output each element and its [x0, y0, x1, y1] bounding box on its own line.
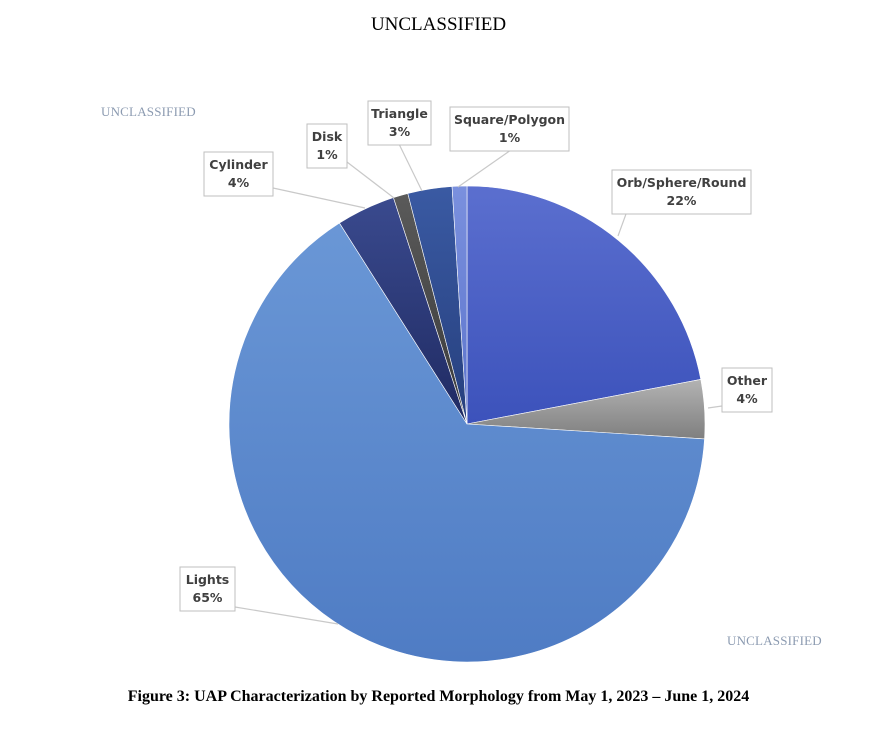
data-label-box-triangle: [367, 100, 432, 146]
data-label-category-cylinder: Cylinder: [209, 157, 268, 172]
data-label-value-triangle: 3%: [389, 124, 411, 139]
data-label-box-lights: [179, 566, 236, 612]
figure-caption: Figure 3: UAP Characterization by Report…: [127, 688, 750, 705]
data-label-value-orb-sphere-round: 22%: [667, 193, 697, 208]
leader-line-other: [707, 405, 723, 409]
data-label-category-square-polygon: Square/Polygon: [454, 112, 565, 127]
leader-line-triangle: [398, 144, 423, 192]
leader-line-lights: [234, 606, 339, 625]
leader-line-orb-sphere-round: [617, 213, 627, 237]
data-label-box-disk: [306, 123, 348, 169]
leader-line-cylinder: [272, 187, 366, 209]
data-label-box-square-polygon: [449, 106, 570, 152]
data-label-value-other: 4%: [736, 391, 758, 406]
data-label-box-cylinder: [203, 151, 274, 197]
watermark-top-left: UNCLASSIFIED: [101, 104, 196, 119]
data-label-category-other: Other: [727, 373, 768, 388]
data-label-category-lights: Lights: [186, 572, 230, 587]
data-label-box-orb-sphere-round: [611, 169, 752, 215]
data-label-value-square-polygon: 1%: [499, 130, 521, 145]
data-label-category-triangle: Triangle: [371, 106, 428, 121]
watermark-bottom-right: UNCLASSIFIED: [727, 633, 822, 648]
pie-slice-orb-sphere-round: [466, 185, 702, 425]
data-label-box-other: [721, 367, 773, 413]
leader-line-square-polygon: [457, 150, 510, 188]
data-label-category-disk: Disk: [312, 129, 343, 144]
data-label-value-cylinder: 4%: [228, 175, 250, 190]
data-label-category-orb-sphere-round: Orb/Sphere/Round: [617, 175, 747, 190]
leader-line-disk: [346, 161, 395, 199]
pie-slice-lights: [228, 222, 705, 663]
data-label-value-disk: 1%: [316, 147, 338, 162]
classification-header: UNCLASSIFIED: [370, 14, 507, 35]
data-label-value-lights: 65%: [193, 590, 223, 605]
